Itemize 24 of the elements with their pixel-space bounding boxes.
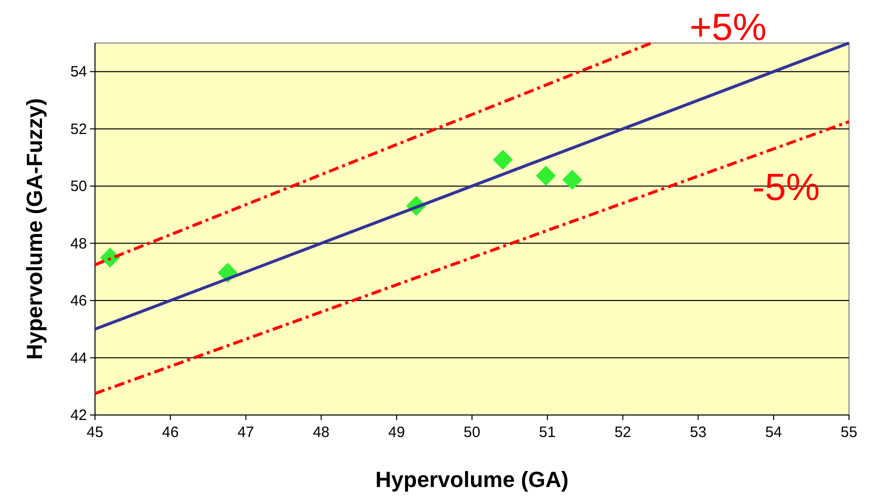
point [562,170,582,190]
x-tick-label: 46 [162,424,179,441]
y-tick-label: 50 [70,178,87,196]
y-tick-label: 52 [70,120,87,138]
annotation: +5% [689,7,767,49]
x-tick-label: 49 [388,424,405,441]
y-axis-title: Hypervolume (GA-Fuzzy) [22,98,47,360]
y-tick-label: 42 [70,407,87,424]
x-tick-label: 45 [86,424,104,441]
x-tick-label: 53 [690,424,707,441]
x-tick-label: 55 [840,424,858,441]
x-tick-label: 52 [614,424,632,441]
x-tick-label: 48 [312,424,330,441]
x-tick-label: 54 [765,424,782,441]
y-tick-label: 46 [70,292,87,310]
y-tick-label: 48 [70,235,87,252]
x-axis-title: Hypervolume (GA) [375,467,569,492]
point [492,150,513,170]
x-tick-label: 51 [539,424,556,441]
x-tick-label: 47 [237,424,254,441]
point [536,166,556,186]
x-tick-label: 50 [464,424,480,441]
y-tick-label: 44 [70,350,87,367]
y-tick-label: 54 [70,64,87,81]
